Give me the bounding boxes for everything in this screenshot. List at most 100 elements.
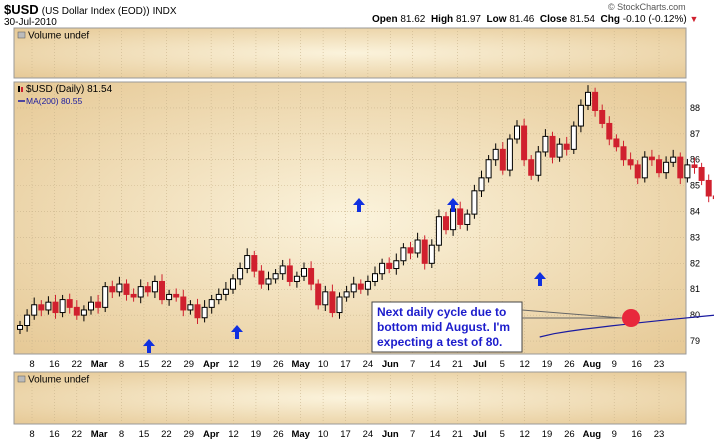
x-tick-label: 15 (139, 429, 150, 440)
candle-body (414, 239, 421, 254)
ohlc-summary: Open 81.62 High 81.97 Low 81.46 Close 81… (372, 14, 698, 25)
candle-body (293, 275, 300, 282)
x-tick-label: 16 (49, 429, 60, 440)
candle-body (450, 208, 457, 231)
candle-body (435, 216, 442, 246)
candle-body (535, 151, 542, 176)
candle-body (627, 159, 634, 166)
candle-body (201, 306, 208, 319)
x-tick-label: 29 (183, 359, 194, 370)
candle-body (24, 314, 31, 327)
candle-body (556, 143, 563, 158)
candle-body (599, 109, 606, 124)
candle-body (428, 244, 435, 264)
candle-body (563, 143, 570, 150)
candle-body (499, 148, 506, 171)
x-tick-label: 26 (273, 429, 284, 440)
x-tick-label: 14 (430, 429, 441, 440)
candle-body (372, 273, 378, 282)
down-arrow-icon: ▼ (689, 14, 699, 24)
candle-body (173, 293, 180, 298)
bottom-panel-icon (17, 375, 26, 383)
cycle-low-arrow-icon (231, 325, 243, 339)
y-tick-label: 80 (690, 310, 700, 320)
y-tick-label: 87 (690, 129, 700, 139)
x-tick-label: 12 (519, 429, 530, 440)
ma200-line (539, 314, 714, 338)
candle-body (31, 304, 38, 316)
x-tick-label: 21 (452, 429, 463, 440)
candle-body (542, 135, 549, 153)
x-axis-labels-bottom: 8 16 22 Mar 8 15 22 29 Apr 12 19 26 May 10 17 24 Jun 7 14 2… (29, 429, 664, 440)
candle-body (137, 286, 144, 298)
symbol: $USD (4, 2, 39, 17)
x-tick-label: 5 (500, 429, 505, 440)
bottom-panel (13, 371, 687, 425)
x-tick-label: 16 (49, 359, 60, 370)
x-tick-label: Aug (583, 359, 602, 370)
candle-body (95, 301, 102, 308)
x-tick-label: 12 (228, 429, 239, 440)
candle-body (265, 278, 272, 285)
candle-body (88, 301, 94, 311)
candle-body (329, 291, 336, 314)
candle-body (322, 291, 329, 306)
candle-body (159, 280, 165, 301)
candle-body (17, 325, 23, 330)
x-tick-label: 22 (71, 429, 82, 440)
legend-price: $USD (Daily) 81.54 (26, 84, 113, 95)
candle-body (386, 262, 393, 270)
x-tick-label: 17 (340, 359, 351, 370)
candle-body (443, 216, 449, 231)
candle-body (585, 91, 591, 106)
candle-body (464, 213, 471, 225)
low-value: 81.46 (509, 14, 535, 25)
x-tick-label: 22 (71, 359, 82, 370)
candle-body (102, 286, 109, 308)
candle-body (116, 283, 123, 293)
candle-body (187, 304, 194, 311)
candle-body (634, 164, 641, 179)
candle-body (570, 125, 577, 150)
candle-body (656, 159, 662, 174)
candle-body (208, 299, 215, 308)
candle-body (613, 138, 620, 148)
annotation-line1: Next daily cycle due to (377, 305, 506, 319)
x-tick-label: 22 (161, 359, 172, 370)
x-tick-label: 10 (318, 359, 329, 370)
candle-body (393, 260, 400, 270)
x-tick-label: 23 (654, 359, 665, 370)
candle-body (577, 104, 584, 127)
chart-header-left: $USD (US Dollar Index (EOD)) INDX (4, 2, 177, 17)
x-tick-label: 8 (29, 429, 34, 440)
copyright: © StockCharts.com (608, 2, 686, 12)
x-tick-label: 10 (318, 429, 329, 440)
y-tick-label: 86 (690, 155, 700, 165)
candle-body (400, 247, 407, 262)
x-tick-label: Aug (583, 429, 602, 440)
x-tick-label: 29 (183, 429, 194, 440)
top-panel-grid (31, 28, 660, 78)
top-panel-label: Volume undef (28, 31, 89, 42)
close-label: Close (539, 14, 568, 25)
x-tick-label: 7 (410, 429, 415, 440)
candle-body (364, 280, 371, 290)
x-tick-label: Jul (473, 429, 487, 440)
candle-body (485, 159, 492, 179)
candle-body (45, 301, 52, 311)
x-tick-label: Apr (203, 359, 220, 370)
candle-body (301, 268, 307, 277)
candle-body (194, 304, 201, 319)
annotation-line3: expecting a test of 80. (377, 335, 502, 349)
x-tick-label: 24 (363, 429, 374, 440)
x-tick-label: 24 (363, 359, 374, 370)
candle-body (492, 148, 499, 161)
candle-body (59, 299, 66, 314)
candle-body (506, 138, 513, 171)
candle-body (471, 190, 478, 215)
open-value: 81.62 (400, 14, 426, 25)
candle-body (606, 122, 613, 140)
candle-body (684, 164, 691, 179)
top-panel-icon (17, 31, 26, 39)
date-label: 30-Jul-2010 (4, 17, 57, 28)
